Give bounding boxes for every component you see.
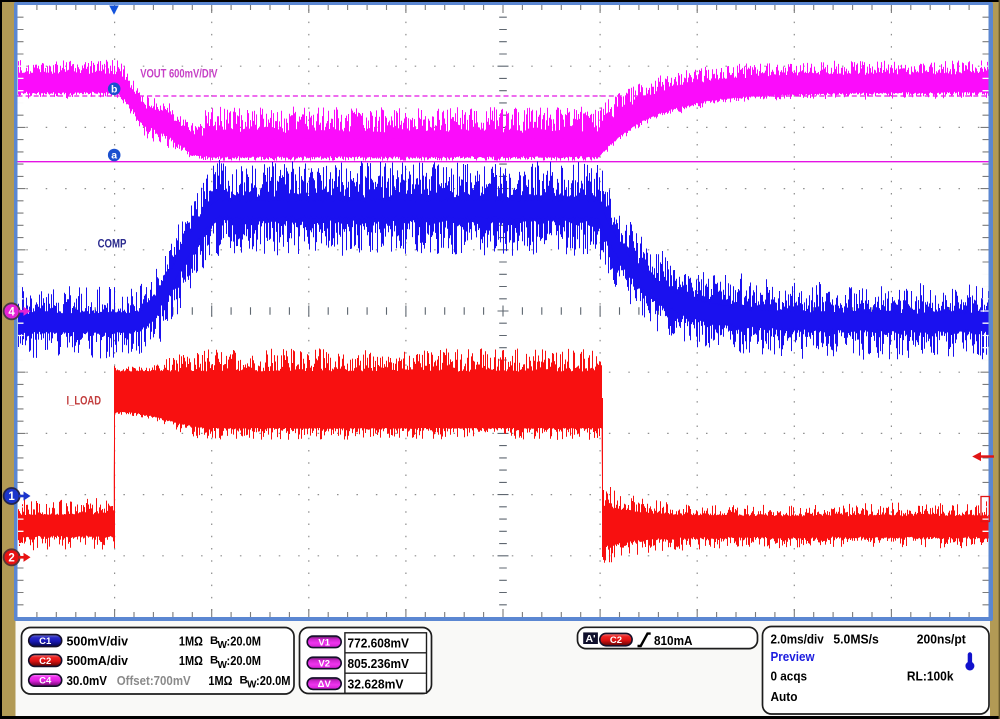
svg-text:805.236mV: 805.236mV <box>348 656 410 671</box>
svg-text:COMP: COMP <box>98 239 127 251</box>
svg-text:W: W <box>218 660 228 671</box>
svg-text:Preview: Preview <box>771 649 816 664</box>
svg-text:V2: V2 <box>318 658 330 669</box>
svg-text::20.0M: :20.0M <box>227 633 262 648</box>
svg-text:Offset:700mV: Offset:700mV <box>117 673 191 688</box>
svg-text:30.0mV: 30.0mV <box>67 673 108 688</box>
svg-text:Auto: Auto <box>771 689 798 704</box>
svg-text:b: b <box>111 83 117 95</box>
svg-text:V1: V1 <box>318 637 330 648</box>
svg-text:200ns/pt: 200ns/pt <box>917 631 967 646</box>
svg-text:B: B <box>210 655 218 667</box>
svg-text:VOUT 600mV/DIV: VOUT 600mV/DIV <box>140 69 218 81</box>
svg-text:2.0ms/div: 2.0ms/div <box>771 631 825 646</box>
svg-text:810mA: 810mA <box>654 633 693 648</box>
svg-text:RL:100k: RL:100k <box>907 668 954 683</box>
svg-text:B: B <box>240 675 248 687</box>
svg-text:W: W <box>218 640 228 651</box>
svg-text:C2: C2 <box>39 656 51 667</box>
svg-text:5.0MS/s: 5.0MS/s <box>833 631 878 646</box>
svg-text:a: a <box>111 150 117 162</box>
svg-text:32.628mV: 32.628mV <box>348 676 404 691</box>
svg-text:0 acqs: 0 acqs <box>771 668 808 683</box>
svg-text:C2: C2 <box>610 635 622 646</box>
svg-text:B: B <box>210 635 218 647</box>
svg-text:W: W <box>247 680 257 691</box>
svg-text:1MΩ: 1MΩ <box>179 633 203 648</box>
svg-text::20.0M: :20.0M <box>227 653 262 668</box>
svg-text:4: 4 <box>8 307 15 319</box>
svg-text:C4: C4 <box>39 676 52 687</box>
svg-text:ΔV: ΔV <box>318 679 332 690</box>
svg-text:500mA/div: 500mA/div <box>67 653 129 668</box>
svg-text:1: 1 <box>8 491 15 503</box>
svg-text:772.608mV: 772.608mV <box>348 635 410 650</box>
svg-text:1MΩ: 1MΩ <box>208 673 232 688</box>
svg-text:1MΩ: 1MΩ <box>179 653 203 668</box>
svg-text:2: 2 <box>8 553 14 565</box>
svg-text::20.0M: :20.0M <box>256 673 291 688</box>
svg-text:I_LOAD: I_LOAD <box>67 396 102 408</box>
svg-text:A': A' <box>585 633 595 645</box>
svg-text:500mV/div: 500mV/div <box>67 633 129 648</box>
svg-text:C1: C1 <box>39 636 52 647</box>
